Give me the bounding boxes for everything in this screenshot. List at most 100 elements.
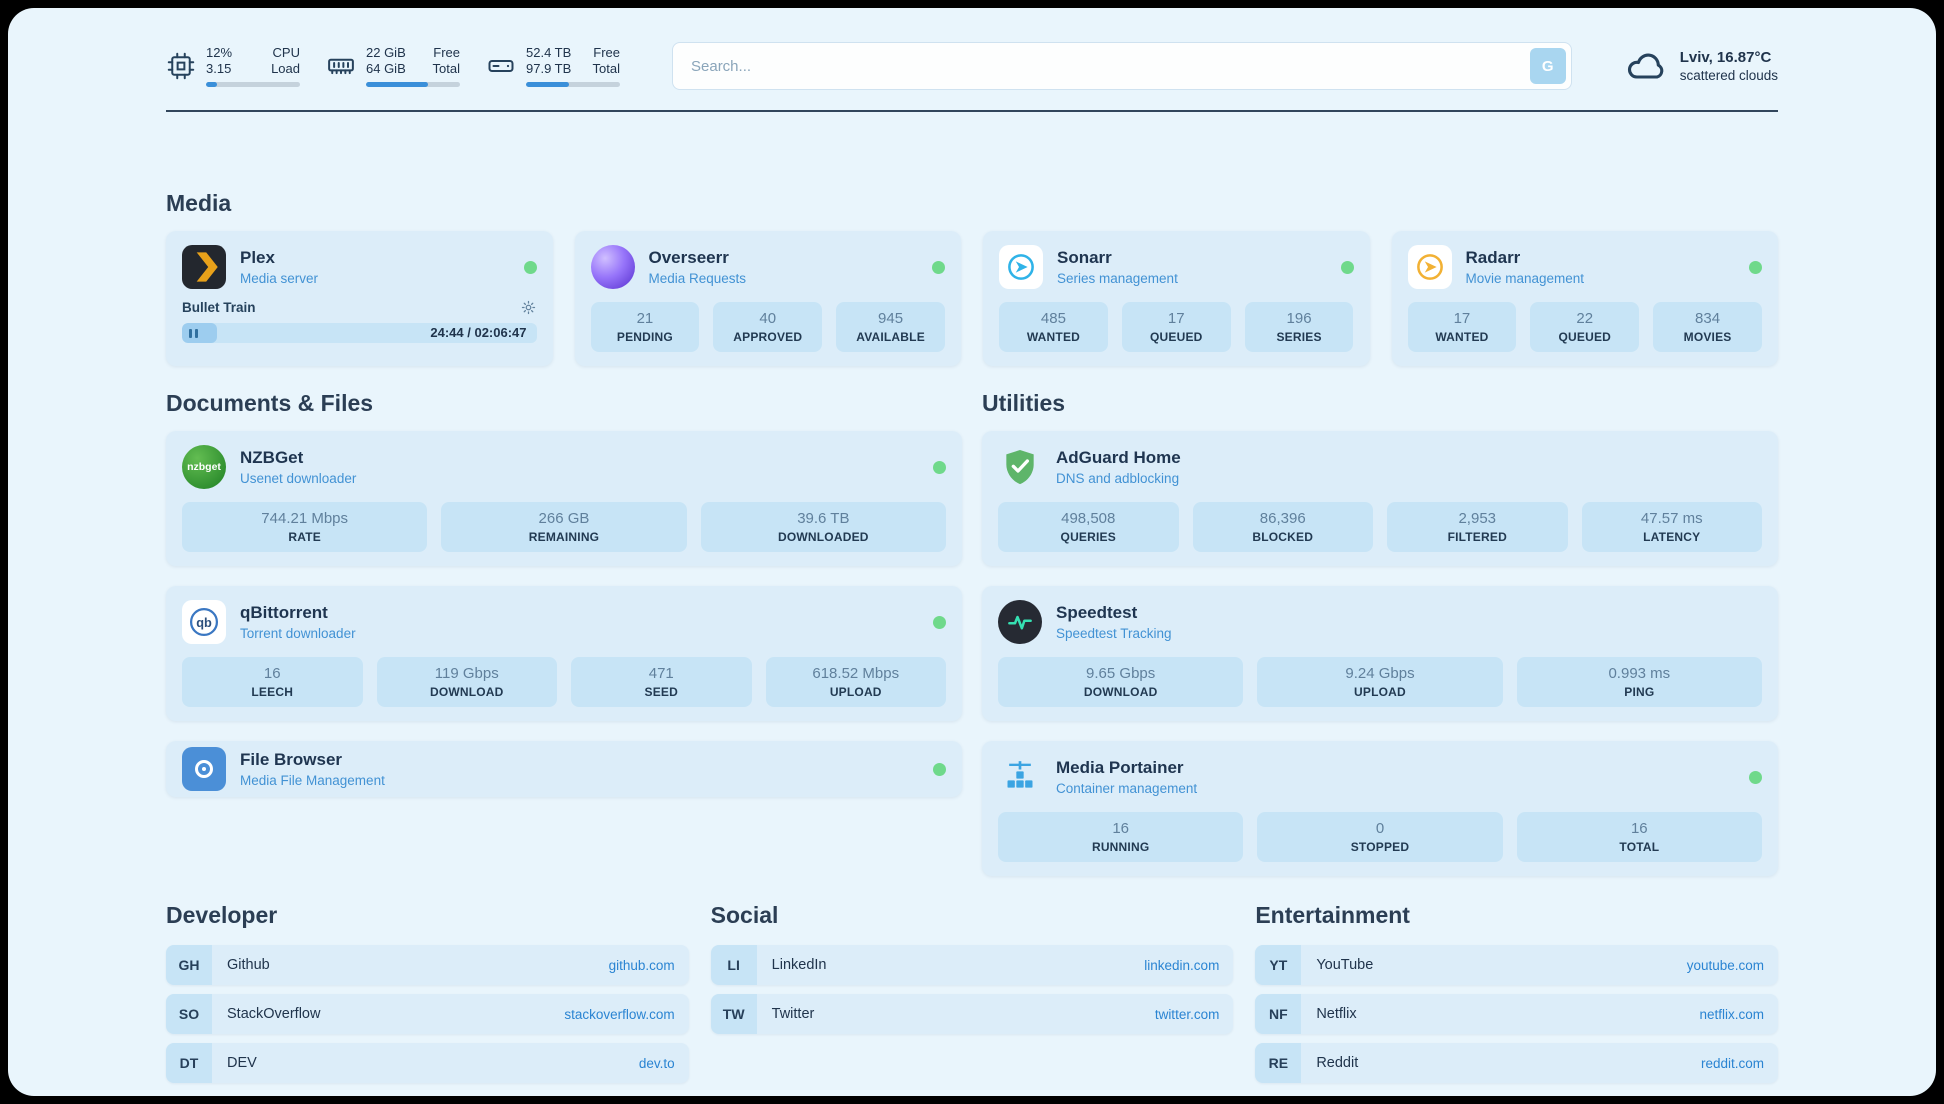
disk-progress-fill: [526, 82, 570, 87]
ram-free-label: Free: [433, 45, 460, 60]
cpu-load-label: Load: [271, 61, 300, 76]
weather-condition: scattered clouds: [1679, 68, 1778, 83]
stat-pending: 21 PENDING: [590, 302, 700, 352]
stat-leech: 16 LEECH: [182, 657, 363, 707]
overseerr-icon: [590, 245, 635, 289]
disk-free-label: Free: [593, 45, 620, 60]
bookmark-netflix[interactable]: NF Netflix netflix.com: [1255, 994, 1778, 1034]
bookmark-abbr: SO: [166, 994, 212, 1034]
section-title-utilities: Utilities: [982, 390, 1066, 416]
stat-total: 16 TOTAL: [1516, 812, 1762, 862]
cpu-widget: 12% CPU 3.15 Load: [166, 45, 300, 87]
status-online-dot: [932, 260, 945, 274]
bookmark-name: Twitter: [771, 1006, 815, 1022]
bookmark-url: linkedin.com: [1144, 957, 1220, 973]
bookmark-name: Netflix: [1316, 1006, 1357, 1022]
cpu-icon: [166, 51, 196, 81]
stat-queries: 498,508 QUERIES: [998, 502, 1179, 552]
cpu-usage-label: CPU: [272, 45, 300, 60]
disk-progress-track: [526, 82, 620, 87]
playback-progress-fill: [182, 323, 218, 343]
header-divider: [166, 110, 1778, 112]
playback-progress-bar[interactable]: 24:44 / 02:06:47: [182, 323, 537, 343]
app-card-overseerr[interactable]: Overseerr Media Requests 21 PENDING 40 APP…: [574, 231, 961, 366]
stat-latency: 47.57 ms LATENCY: [1581, 502, 1762, 552]
bookmark-url: dev.to: [638, 1055, 675, 1071]
app-card-nzbget[interactable]: nzbget NZBGet Usenet downloader 744.21 M…: [166, 431, 962, 566]
bookmark-url: twitter.com: [1154, 1006, 1220, 1022]
bookmark-group-title: Social: [710, 902, 779, 928]
bookmark-github[interactable]: GH Github github.com: [166, 945, 689, 985]
ram-progress-fill: [366, 82, 429, 87]
ram-icon: [326, 51, 356, 81]
bookmark-dev[interactable]: DT DEV dev.to: [166, 1043, 689, 1083]
bookmark-group-title: Developer: [166, 902, 278, 928]
stat-queued: 17 QUEUED: [1121, 302, 1231, 352]
bookmark-name: Github: [227, 957, 270, 973]
hard-drive-icon: [486, 51, 516, 81]
bookmark-name: DEV: [227, 1055, 257, 1071]
bookmark-abbr: RE: [1255, 1043, 1302, 1083]
app-card-sonarr[interactable]: Sonarr Series management 485 WANTED 17 QUE…: [983, 231, 1370, 366]
section-title-documents: Documents & Files: [166, 390, 374, 416]
stat-running: 16 RUNNING: [998, 812, 1244, 862]
app-card-portainer[interactable]: Media Portainer Container management 16 R…: [982, 741, 1778, 876]
stat-wanted: 17 WANTED: [1407, 302, 1517, 352]
app-subtitle: Torrent downloader: [240, 626, 356, 641]
bookmark-twitter[interactable]: TW Twitter twitter.com: [710, 994, 1234, 1034]
stat-download: 119 Gbps DOWNLOAD: [376, 657, 557, 707]
app-subtitle: Speedtest Tracking: [1056, 626, 1172, 641]
app-name: qBittorrent: [240, 603, 328, 622]
bookmark-group-social: Social LI LinkedIn linkedin.com TW Twitt…: [710, 902, 1234, 1083]
stat-movies: 834 MOVIES: [1653, 302, 1762, 352]
stat-upload: 9.24 Gbps UPLOAD: [1257, 657, 1503, 707]
top-bar: 12% CPU 3.15 Load 22 GiB Free 64 GiB Total: [166, 38, 1778, 94]
status-online-dot: [523, 260, 537, 274]
status-online-dot: [933, 762, 946, 776]
stat-seed: 471 SEED: [571, 657, 752, 707]
portainer-icon: [998, 755, 1042, 799]
plex-icon: [182, 245, 226, 289]
settings-gear-icon[interactable]: [520, 299, 537, 316]
app-name: Plex: [240, 248, 275, 267]
stat-downloaded: 39.6 TB DOWNLOADED: [700, 502, 946, 552]
stat-download: 9.65 Gbps DOWNLOAD: [998, 657, 1244, 707]
app-name: AdGuard Home: [1056, 448, 1181, 467]
cpu-usage-value: 12%: [206, 45, 233, 60]
app-card-plex[interactable]: Plex Media server Bullet Train: [166, 231, 553, 366]
stat-available: 945 AVAILABLE: [836, 302, 945, 352]
search-input[interactable]: [672, 42, 1572, 90]
bookmark-group-title: Entertainment: [1255, 902, 1410, 928]
app-card-qbittorrent[interactable]: qb qBittorrent Torrent downloader 16 LEEC…: [166, 586, 962, 721]
app-card-speedtest[interactable]: Speedtest Speedtest Tracking 9.65 Gbps DO…: [982, 586, 1778, 721]
cpu-load-value: 3.15: [206, 61, 232, 76]
app-name: Radarr: [1465, 248, 1521, 267]
disk-total-label: Total: [592, 61, 620, 76]
pause-icon[interactable]: [189, 328, 198, 338]
app-card-radarr[interactable]: Radarr Movie management 17 WANTED 22 QUEUE…: [1391, 231, 1778, 366]
app-name: Sonarr: [1057, 248, 1112, 267]
ram-total-value: 64 GiB: [366, 61, 406, 76]
dashboard: 12% CPU 3.15 Load 22 GiB Free 64 GiB Total: [8, 8, 1936, 1096]
bookmark-name: LinkedIn: [771, 957, 827, 973]
status-online-dot: [933, 615, 946, 629]
status-online-dot: [933, 460, 946, 474]
app-card-filebrowser[interactable]: File Browser Media File Management: [166, 741, 962, 797]
status-online-dot: [1749, 770, 1762, 784]
stat-filtered: 2,953 FILTERED: [1387, 502, 1568, 552]
stat-wanted: 485 WANTED: [999, 302, 1108, 352]
bookmark-group-entertainment: Entertainment YT YouTube youtube.com NF …: [1255, 902, 1778, 1083]
app-subtitle: Media Requests: [648, 271, 747, 286]
bookmark-linkedin[interactable]: LI LinkedIn linkedin.com: [710, 945, 1234, 985]
bookmark-reddit[interactable]: RE Reddit reddit.com: [1255, 1043, 1778, 1083]
section-title-media: Media: [166, 190, 232, 216]
app-card-adguard[interactable]: AdGuard Home DNS and adblocking 498,508 Q…: [982, 431, 1778, 566]
bookmark-youtube[interactable]: YT YouTube youtube.com: [1255, 945, 1778, 985]
disk-free-value: 52.4 TB: [526, 45, 572, 60]
search-engine-button[interactable]: G: [1529, 48, 1566, 84]
app-name: NZBGet: [240, 448, 304, 467]
ram-progress-track: [366, 82, 460, 87]
bookmark-abbr: GH: [166, 945, 212, 985]
bookmark-abbr: NF: [1255, 994, 1302, 1034]
bookmark-stackoverflow[interactable]: SO StackOverflow stackoverflow.com: [166, 994, 689, 1034]
